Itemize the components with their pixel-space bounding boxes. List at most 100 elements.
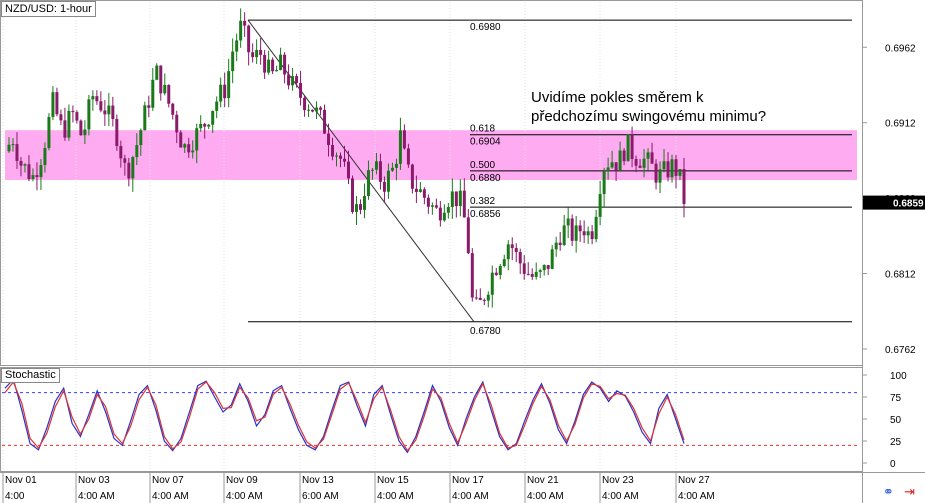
candle-body: [446, 207, 450, 213]
candle-body: [311, 109, 315, 112]
link-icon[interactable]: ⚭: [883, 485, 894, 500]
candle-body: [450, 191, 454, 208]
candle-body: [506, 244, 510, 260]
candle-body: [159, 65, 163, 94]
candle-body: [682, 169, 686, 205]
candle-body: [99, 101, 103, 111]
candle-body: [135, 145, 139, 158]
candle-body: [514, 248, 518, 253]
candle-body: [654, 163, 658, 183]
candle-body: [203, 123, 207, 127]
stochastic-panel-frame: [0, 367, 863, 472]
candle-body: [646, 152, 650, 159]
candle-body: [610, 162, 614, 168]
candle-body: [103, 110, 107, 115]
candle-body: [374, 161, 378, 170]
candle-body: [542, 265, 546, 271]
x-tick-label-time: 4:00 AM: [152, 491, 189, 502]
candle-body: [251, 52, 255, 58]
candle-body: [179, 132, 183, 148]
candle-body: [534, 271, 538, 277]
fib-level-price: 0.6856: [470, 209, 501, 220]
candle-body: [678, 169, 682, 176]
candle-body: [35, 175, 39, 178]
y-tick-label: 0.6812: [885, 270, 916, 281]
candle-body: [263, 54, 267, 73]
candle-body: [323, 109, 327, 134]
candle-body: [79, 120, 83, 136]
x-tick-label-time: 4:00: [5, 491, 25, 502]
current-price-box: [863, 195, 925, 210]
candle-body: [279, 54, 283, 70]
x-tick-label-time: 4:00 AM: [226, 491, 263, 502]
candle-body: [67, 110, 71, 138]
candle-body: [39, 165, 43, 178]
candle-body: [470, 253, 474, 298]
candle-body: [95, 96, 99, 102]
candle-body: [370, 169, 374, 171]
candle-body: [354, 204, 358, 212]
candle-body: [331, 145, 335, 157]
candle-body: [518, 252, 522, 264]
fib-level-price: 0.6904: [470, 137, 501, 148]
candle-body: [530, 273, 534, 277]
toolbar-icons: ⚭ ⇥: [877, 486, 915, 500]
candle-body: [119, 145, 123, 159]
candle-body: [498, 266, 502, 275]
candle-body: [227, 71, 231, 99]
candle-body: [87, 99, 91, 130]
candle-body: [426, 197, 430, 207]
candle-body: [163, 84, 167, 94]
candle-body: [378, 161, 382, 182]
x-tick-label-time: 4:00 AM: [78, 491, 115, 502]
candle-body: [339, 155, 343, 159]
fib-level-ratio: 0.618: [470, 124, 495, 135]
candle-body: [458, 190, 462, 207]
stochastic-y-tick-label: 0: [890, 459, 896, 470]
candle-body: [350, 178, 354, 212]
candle-body: [494, 272, 498, 275]
candle-body: [414, 188, 418, 192]
candle-body: [47, 116, 51, 149]
candle-body: [43, 148, 47, 166]
candle-body: [566, 218, 570, 226]
candle-body: [634, 158, 638, 166]
candle-body: [11, 144, 15, 146]
time-axis: Nov 01 4:00 Nov 03 4:00 AM Nov 07 4:00 AM Nov …: [2, 472, 715, 503]
candle-body: [175, 114, 179, 133]
indicator-title: Stochastic: [1, 368, 60, 383]
candle-body: [327, 133, 331, 146]
candle-body: [602, 171, 606, 195]
candle-body: [19, 160, 23, 166]
candle-body: [283, 54, 287, 75]
candle-body: [510, 244, 514, 249]
candle-body: [418, 189, 422, 192]
candle-body: [478, 297, 482, 300]
candle-body: [75, 112, 79, 121]
candle-body: [131, 157, 135, 179]
main-panel-frame: [0, 0, 863, 366]
fibonacci-retracement: 0.6980 0.6780 0.618 0.6904 0.500 0.6880 0.382 0…: [247, 19, 852, 337]
y-tick-label: 0.6762: [885, 345, 916, 356]
candle-body: [191, 150, 195, 153]
candle-body: [590, 231, 594, 240]
candle-body: [83, 129, 87, 136]
candle-body: [167, 84, 171, 104]
candle-body: [670, 159, 674, 178]
candle-body: [406, 148, 410, 165]
fib-level-price: 0.6880: [470, 173, 501, 184]
candle-body: [598, 194, 602, 217]
candle-body: [594, 216, 598, 240]
annotation-line-1: Uvidíme pokles směrem k: [531, 89, 704, 106]
candle-body: [247, 25, 251, 53]
candle-body: [442, 212, 446, 221]
candle-body: [650, 152, 654, 164]
x-tick-label: Nov 17: [452, 475, 484, 486]
pin-arrow-icon[interactable]: ⇥: [904, 485, 915, 500]
candle-body: [195, 128, 199, 151]
x-tick-label: Nov 03: [78, 475, 110, 486]
candle-body: [454, 191, 458, 207]
candle-body: [570, 218, 574, 241]
candle-body: [51, 92, 55, 117]
candle-body: [199, 123, 203, 129]
